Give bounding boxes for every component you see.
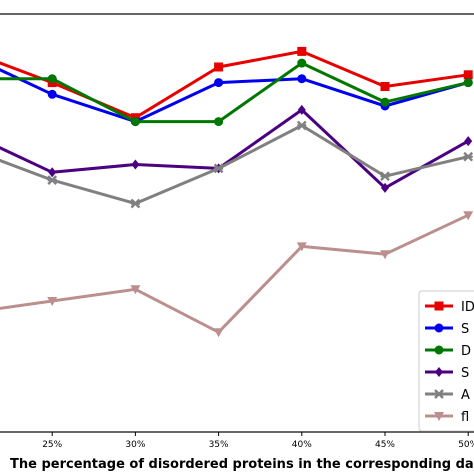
- legend-label: S: [461, 366, 469, 381]
- series-line: [0, 61, 469, 124]
- legend-label: S: [461, 322, 469, 337]
- legend-label: D: [461, 344, 471, 359]
- legend-marker: [435, 367, 443, 377]
- plot-frame: [0, 13, 474, 433]
- data-point: [380, 97, 390, 107]
- x-ticks: 25% 30% 35% 40% 45% 50%: [42, 432, 474, 450]
- series-6: [0, 211, 474, 338]
- data-point: [47, 89, 57, 99]
- data-point: [213, 328, 224, 338]
- series-line: [0, 49, 469, 120]
- data-point: [381, 182, 389, 193]
- series-layer: [0, 46, 474, 338]
- data-point: [130, 198, 141, 209]
- legend-item: ID: [425, 300, 474, 315]
- legend-item: S: [425, 322, 469, 337]
- series-5: [0, 120, 474, 209]
- data-point: [47, 297, 58, 306]
- data-point: [214, 78, 224, 88]
- legend-marker: [434, 301, 444, 311]
- data-point: [297, 46, 307, 56]
- x-tick-label: 45%: [375, 440, 395, 450]
- data-point: [130, 117, 140, 127]
- series-line: [0, 213, 469, 334]
- axes: [0, 13, 474, 433]
- legend-marker: [434, 389, 444, 399]
- legend-marker: [434, 412, 444, 421]
- legend-box: [418, 290, 474, 432]
- data-point: [380, 171, 390, 182]
- data-point: [297, 104, 306, 115]
- series-3: [0, 58, 473, 127]
- data-point: [463, 151, 474, 162]
- legend-marker: [434, 345, 444, 355]
- series-line: [0, 108, 469, 190]
- data-point: [296, 242, 307, 252]
- data-point: [297, 74, 307, 84]
- x-axis-label: The percentage of disordered proteins in…: [10, 457, 474, 472]
- data-point: [214, 62, 224, 72]
- data-point: [380, 250, 390, 260]
- data-point: [463, 78, 473, 88]
- x-tick-label: 30%: [125, 440, 145, 450]
- data-point: [213, 163, 224, 174]
- data-point: [296, 120, 307, 131]
- data-point: [380, 82, 390, 91]
- legend-label: A: [461, 388, 470, 403]
- legend-item: S: [425, 366, 469, 381]
- legend-item: fl: [425, 410, 469, 425]
- legend-label: fl: [461, 410, 469, 425]
- x-tick-label: 25%: [42, 440, 62, 450]
- data-point: [297, 58, 307, 68]
- data-point: [131, 159, 140, 170]
- series-line: [0, 124, 469, 205]
- series-4: [0, 104, 473, 193]
- data-point: [463, 211, 474, 221]
- data-point: [48, 167, 57, 178]
- data-point: [464, 136, 473, 147]
- legend-item: D: [425, 344, 471, 359]
- x-tick-label: 35%: [209, 440, 229, 450]
- legend-marker: [434, 323, 444, 333]
- data-point: [47, 175, 58, 185]
- data-point: [463, 70, 473, 80]
- x-tick-label: 50%: [458, 440, 474, 450]
- legend-item: A: [425, 388, 470, 403]
- x-tick-label: 40%: [292, 440, 312, 450]
- data-point: [47, 74, 57, 84]
- data-point: [130, 285, 141, 295]
- legend-label: ID: [461, 300, 474, 315]
- data-point: [214, 117, 224, 127]
